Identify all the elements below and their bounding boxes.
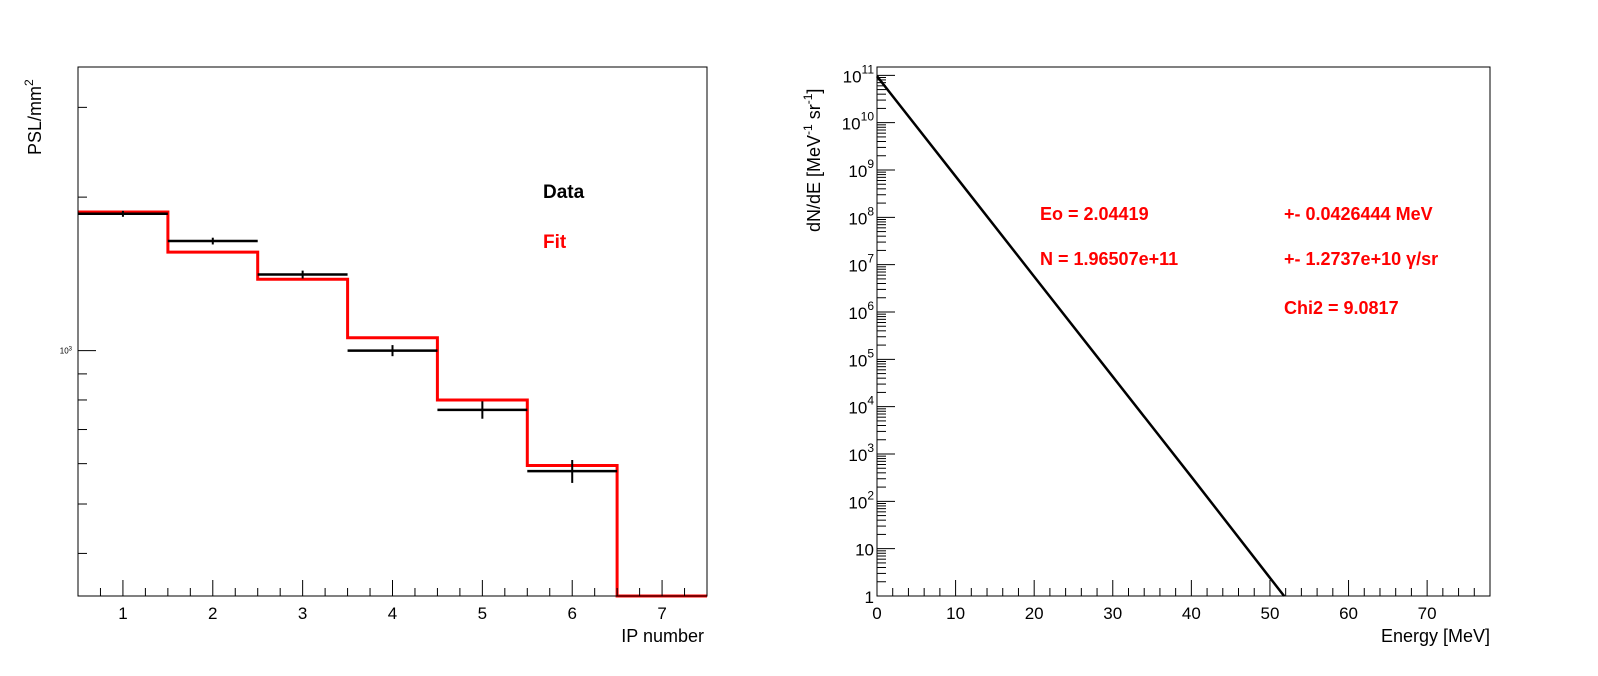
- y-tick-label: 1010: [842, 110, 875, 134]
- x-tick-label: 6: [567, 604, 576, 623]
- y-axis-title-left-base: PSL/mm: [25, 86, 45, 155]
- x-axis-title-left: IP number: [621, 626, 704, 646]
- x-tick-label: 60: [1339, 604, 1358, 623]
- y-tick-label: 102: [848, 488, 874, 512]
- legend-entry-fit: Fit: [543, 232, 567, 253]
- y-tick-label: 10: [855, 541, 874, 560]
- y-axis-title-right: dN/dE [MeV-1 sr-1]: [801, 89, 824, 232]
- plot-frame-left: [77, 66, 708, 597]
- y-tick-label: 109: [848, 157, 874, 181]
- chart-right: 0 10 20 30 40 50 60 70 1 10 102 103 104 105 106 107 108…: [801, 62, 1491, 646]
- y-tick-label: 103: [60, 347, 73, 356]
- x-tick-label: 50: [1260, 604, 1279, 623]
- annotation-n-error: +- 1.2737e+10 γ/sr: [1284, 249, 1438, 269]
- data-point: [527, 459, 618, 483]
- y-axis-left: 103: [60, 106, 96, 554]
- data-series: [78, 210, 618, 483]
- x-tick-label: 7: [657, 604, 666, 623]
- data-point: [78, 210, 168, 217]
- data-point: [257, 270, 348, 279]
- fit-step-line: [78, 210, 707, 598]
- data-point: [437, 401, 528, 419]
- y-axis-title-left-sup: 2: [22, 79, 36, 86]
- data-point: [167, 237, 258, 245]
- y-tick-label: 103: [848, 441, 874, 465]
- y-tick-label: 104: [848, 394, 874, 418]
- fit-annotations: Eo = 2.04419 +- 0.0426444 MeV N = 1.9650…: [1040, 204, 1438, 318]
- legend-left: Data Fit: [543, 182, 585, 253]
- data-point: [347, 345, 438, 357]
- annotation-eo-error: +- 0.0426444 MeV: [1284, 204, 1433, 224]
- x-axis-title-right: Energy [MeV]: [1381, 626, 1490, 646]
- x-tick-label: 4: [388, 604, 397, 623]
- y-tick-label: 105: [848, 346, 874, 370]
- legend-entry-data: Data: [543, 182, 585, 203]
- fit-series: [78, 210, 707, 598]
- y-tick-label: 1011: [843, 62, 875, 86]
- x-tick-label: 30: [1103, 604, 1122, 623]
- x-tick-label: 0: [872, 604, 881, 623]
- x-tick-label: 3: [298, 604, 307, 623]
- y-tick-label: 106: [848, 299, 874, 323]
- y-tick-label: 1: [865, 588, 874, 607]
- x-tick-label: 40: [1182, 604, 1201, 623]
- x-tick-label: 10: [946, 604, 965, 623]
- plot-frame-right: [876, 66, 1491, 597]
- x-tick-label: 5: [478, 604, 487, 623]
- x-axis-left: 1 2 3 4 5 6 7: [77, 580, 708, 623]
- spectrum-line: [876, 75, 1286, 597]
- x-tick-label: 20: [1025, 604, 1044, 623]
- y-tick-label: 108: [848, 204, 874, 228]
- annotation-chi2: Chi2 = 9.0817: [1284, 298, 1399, 318]
- annotation-n-value: N = 1.96507e+11: [1040, 249, 1178, 269]
- y-tick-label: 107: [848, 252, 874, 276]
- y-axis-right: 1 10 102 103 104 105 106 107 108 109 1010 1011: [842, 62, 895, 607]
- x-tick-label: 2: [208, 604, 217, 623]
- x-tick-label: 70: [1418, 604, 1437, 623]
- y-axis-title-left: PSL/mm2: [22, 79, 45, 155]
- x-tick-label: 1: [118, 604, 127, 623]
- annotation-eo-value: Eo = 2.04419: [1040, 204, 1149, 224]
- x-axis-right: 0 10 20 30 40 50 60 70: [872, 580, 1475, 623]
